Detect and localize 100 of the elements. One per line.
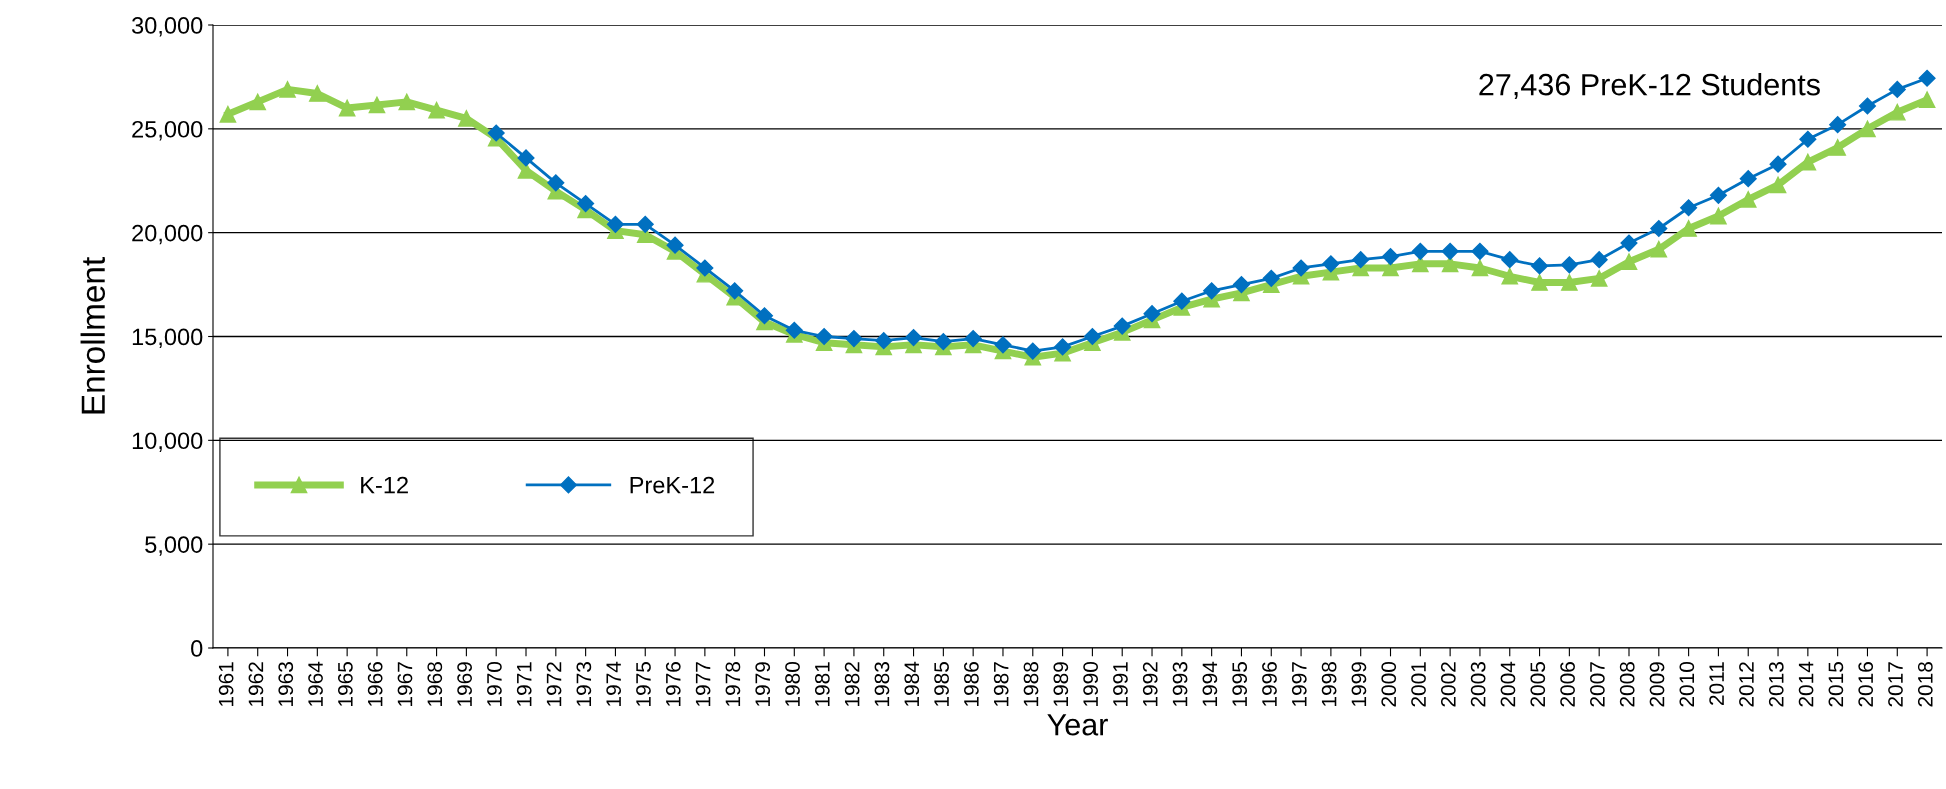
point xyxy=(1739,170,1757,188)
x-tick-label: 2008 xyxy=(1619,662,1635,707)
point xyxy=(785,321,803,339)
x-tick-label: 1975 xyxy=(636,662,651,706)
point xyxy=(1024,342,1042,360)
x-tick-label: 2009 xyxy=(1649,662,1665,707)
point xyxy=(1531,274,1548,291)
x-tick-label: 2004 xyxy=(1500,661,1516,707)
x-tick-label: 1998 xyxy=(1321,662,1337,706)
x-tick-label: 1988 xyxy=(1023,662,1039,706)
point xyxy=(1918,91,1936,109)
point xyxy=(398,93,416,111)
point xyxy=(964,330,982,348)
x-tick-label: 1967 xyxy=(397,662,413,706)
y-tick-label: 0 xyxy=(191,640,203,657)
point xyxy=(1709,186,1727,204)
point xyxy=(636,215,654,233)
point xyxy=(1560,256,1578,274)
point xyxy=(755,307,774,325)
x-tick-label: 1971 xyxy=(516,662,532,706)
x-tick-label: 1991 xyxy=(1113,662,1128,706)
point xyxy=(1888,103,1906,121)
point xyxy=(1590,270,1608,287)
point xyxy=(666,236,684,254)
point xyxy=(1680,220,1697,237)
x-tick-label: 2012 xyxy=(1739,662,1754,707)
x-tick-label: 2002 xyxy=(1440,662,1456,707)
y-tick-label: 10,000 xyxy=(132,432,203,452)
point xyxy=(1829,116,1847,134)
x-axis-title: Year xyxy=(1047,714,1108,736)
point xyxy=(1650,240,1668,258)
point xyxy=(1411,242,1429,260)
x-tick-label: 1969 xyxy=(457,662,472,706)
x-tick-label: 1981 xyxy=(814,662,830,706)
point xyxy=(487,124,505,142)
x-tick-label: 1973 xyxy=(576,662,592,706)
x-tick-label: 2001 xyxy=(1411,662,1426,707)
x-tick-label: 2003 xyxy=(1470,662,1486,707)
x-tick-label: 1976 xyxy=(665,662,681,706)
x-tick-label: 1964 xyxy=(308,661,323,706)
x-tick-label: 2010 xyxy=(1679,662,1695,707)
point xyxy=(1858,97,1877,115)
x-tick-label: 1985 xyxy=(934,662,949,706)
point xyxy=(1769,176,1787,194)
x-tick-label: 1982 xyxy=(844,662,860,706)
point xyxy=(1292,259,1310,277)
point xyxy=(1501,267,1519,285)
x-tick-label: 1979 xyxy=(755,662,771,706)
x-tick-label: 2017 xyxy=(1888,662,1903,707)
x-tick-label: 1986 xyxy=(964,662,979,706)
x-tick-label: 1972 xyxy=(546,662,562,706)
x-tick-label: 1977 xyxy=(695,662,711,706)
point xyxy=(1739,191,1757,208)
point xyxy=(1859,120,1876,138)
point xyxy=(1799,130,1817,148)
x-tick-label: 1968 xyxy=(427,662,443,706)
y-tick-label: 20,000 xyxy=(132,224,203,245)
x-tick-label: 1994 xyxy=(1202,661,1218,706)
x-tick-label: 1999 xyxy=(1351,662,1367,706)
x-tick-label: 1980 xyxy=(785,662,800,706)
x-tick-label: 1965 xyxy=(337,662,353,706)
point xyxy=(458,110,475,127)
x-tick-label: 1984 xyxy=(904,661,920,706)
x-tick-label: 1993 xyxy=(1172,662,1188,706)
point xyxy=(1054,338,1072,356)
x-tick-label: 1992 xyxy=(1142,662,1158,706)
point xyxy=(904,328,923,347)
point xyxy=(1143,305,1161,323)
point xyxy=(1441,242,1459,260)
point xyxy=(1918,69,1936,87)
point xyxy=(1680,199,1698,217)
annotation: 27,436 PreK-12 Students xyxy=(1479,73,1820,100)
x-tick-label: 2011 xyxy=(1709,662,1725,705)
x-tick-label: 2006 xyxy=(1560,662,1575,707)
point xyxy=(249,93,267,111)
point xyxy=(1531,257,1549,275)
point xyxy=(1561,274,1578,291)
point xyxy=(1352,251,1370,269)
point xyxy=(428,101,445,119)
x-tick-label: 1978 xyxy=(725,662,741,706)
y-tick-label: 5,000 xyxy=(145,536,203,556)
point xyxy=(219,105,237,123)
point xyxy=(1829,139,1847,156)
point xyxy=(1381,247,1400,266)
x-tick-label: 1996 xyxy=(1262,662,1277,706)
point xyxy=(368,96,386,114)
x-tick-label: 2014 xyxy=(1798,661,1814,707)
point xyxy=(1203,282,1221,300)
point xyxy=(1471,259,1489,277)
x-tick-label: 2013 xyxy=(1768,662,1784,707)
point xyxy=(1590,251,1608,269)
point xyxy=(1620,234,1638,252)
x-tick-label: 1966 xyxy=(367,662,383,706)
legend-label: K-12 xyxy=(361,476,408,494)
point xyxy=(309,85,326,102)
point xyxy=(1173,292,1191,310)
point xyxy=(1501,251,1519,269)
x-tick-label: 2007 xyxy=(1590,662,1605,707)
point xyxy=(696,259,714,277)
point xyxy=(1471,242,1489,260)
